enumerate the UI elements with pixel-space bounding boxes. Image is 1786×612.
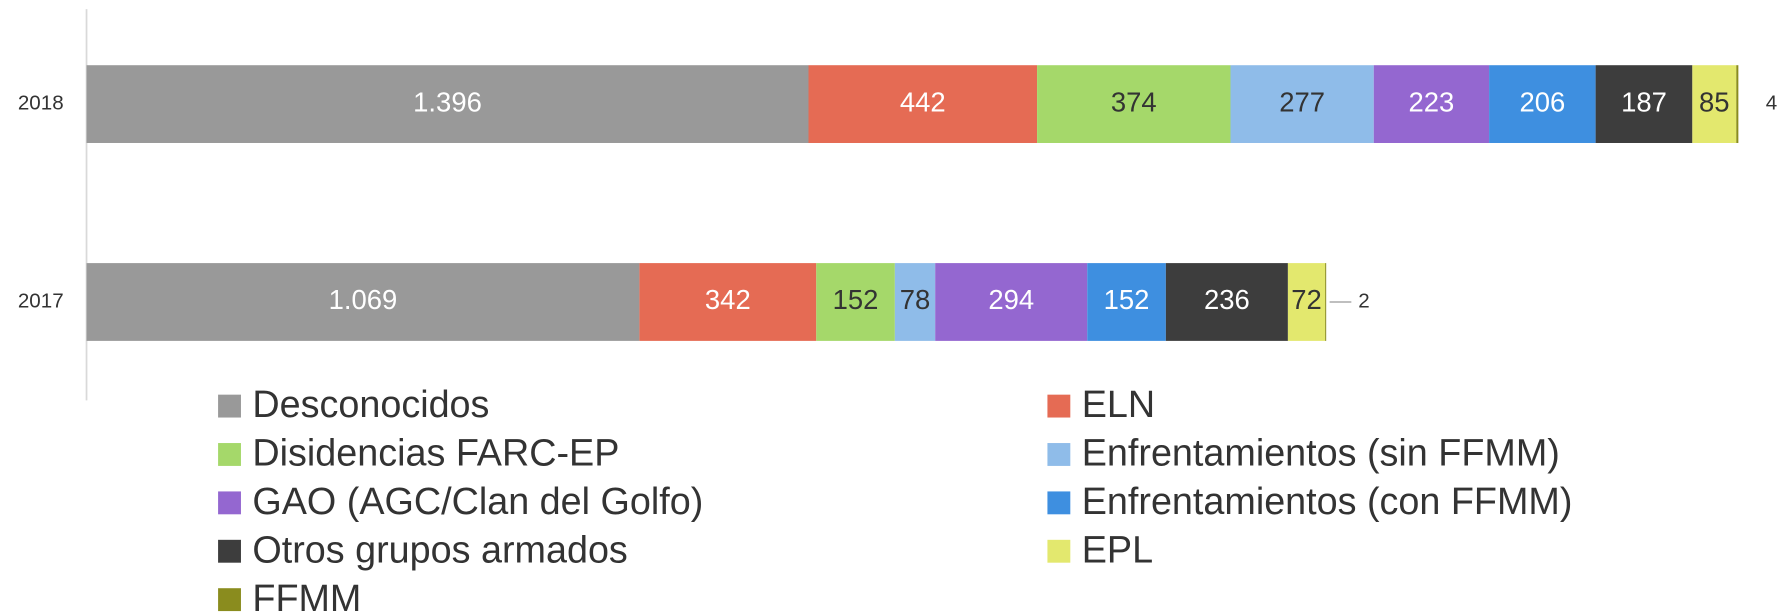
bar-segment	[1595, 65, 1693, 143]
data-label: 152	[1104, 284, 1150, 315]
legend-label: Enfrentamientos (sin FFMM)	[1082, 432, 1560, 474]
data-label: 85	[1699, 86, 1730, 117]
legend-label: GAO (AGC/Clan del Golfo)	[252, 480, 703, 522]
data-label: 342	[705, 284, 751, 315]
bar-segment	[639, 263, 817, 341]
data-label: 187	[1621, 86, 1667, 117]
data-label: 1.396	[413, 86, 482, 117]
y-tick-label: 2017	[18, 289, 64, 312]
bar-segment	[1037, 65, 1231, 143]
data-label: 206	[1519, 86, 1565, 117]
legend-label: EPL	[1082, 528, 1153, 570]
data-label: 294	[988, 284, 1034, 315]
legend-swatch	[1047, 491, 1071, 515]
legend-swatch	[1047, 539, 1071, 563]
bar-segment	[1087, 263, 1166, 341]
data-label: 152	[833, 284, 879, 315]
data-label: 277	[1279, 86, 1325, 117]
data-label: 72	[1291, 284, 1322, 315]
bar-segment	[86, 65, 809, 143]
data-label: 78	[900, 284, 931, 315]
data-label: 1.069	[329, 284, 398, 315]
bar-segment	[816, 263, 895, 341]
bar-segment	[1692, 65, 1737, 143]
data-label: 442	[900, 86, 946, 117]
legend-swatch	[218, 539, 241, 563]
bar-segment	[1230, 65, 1374, 143]
data-label: 236	[1204, 284, 1250, 315]
bar-segment	[1373, 65, 1490, 143]
legend-swatch	[218, 491, 241, 515]
legend-swatch	[1047, 394, 1071, 418]
legend-label: Otros grupos armados	[252, 528, 627, 570]
legend-label: Enfrentamientos (con FFMM)	[1082, 480, 1573, 522]
bar-segment	[86, 263, 640, 341]
legend-swatch	[218, 443, 241, 466]
legend-label: ELN	[1082, 383, 1155, 425]
y-tick-label: 2018	[18, 92, 64, 115]
bar-segment	[808, 65, 1038, 143]
legend-label: Disidencias FARC-EP	[252, 432, 619, 474]
legend-label: FFMM	[252, 577, 361, 612]
legend-swatch	[218, 588, 241, 612]
bar-segment	[935, 263, 1088, 341]
data-label: 4	[1766, 92, 1777, 115]
bar-segment	[1325, 263, 1327, 341]
bar-segment	[1489, 65, 1596, 143]
bar-segment	[1736, 65, 1739, 143]
data-label: 374	[1111, 86, 1157, 117]
bar-segment	[1287, 263, 1326, 341]
legend-swatch	[1047, 443, 1071, 466]
data-label: 2	[1358, 289, 1369, 312]
bar-segment	[1165, 263, 1288, 341]
legend-label: Desconocidos	[252, 383, 489, 425]
legend-swatch	[218, 394, 241, 418]
bar-segment	[894, 263, 936, 341]
data-label: 223	[1409, 86, 1455, 117]
